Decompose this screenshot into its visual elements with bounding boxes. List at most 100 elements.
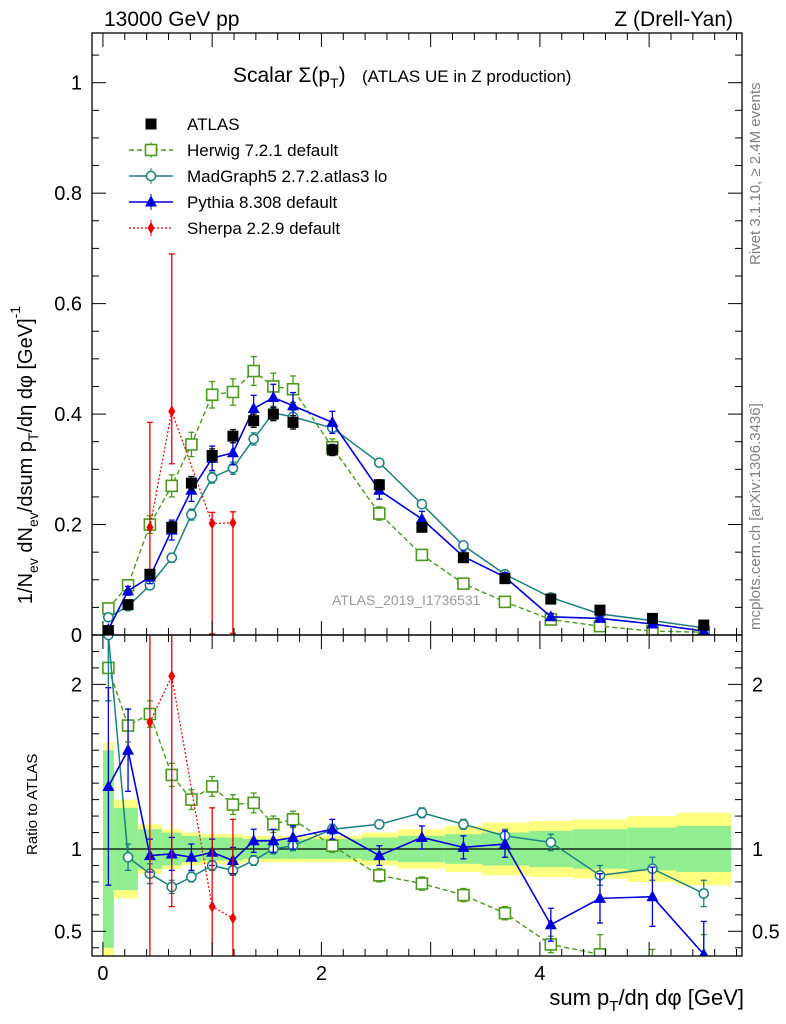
ratio-axes: 0 2 4 0.5 0.5 1 1 2 2 (54, 634, 780, 985)
data-point (146, 521, 154, 534)
data-point (646, 612, 658, 624)
ratio-point (373, 818, 385, 830)
ratio-point (286, 813, 300, 826)
ratio-point (267, 834, 280, 846)
ratio-point (247, 834, 260, 846)
legend-marker (145, 170, 157, 182)
y-tick-label-right: 1 (752, 839, 763, 861)
ratio-point (326, 839, 339, 853)
ratio-point (247, 796, 260, 810)
data-point (226, 385, 240, 399)
data-point (287, 399, 300, 411)
ratio-point (122, 743, 135, 755)
ratio-point (287, 830, 300, 842)
ratio-point (122, 851, 134, 863)
legend-label: MadGraph5 2.7.2.atlas3 lo (187, 167, 387, 186)
series-sherpa (146, 253, 237, 635)
data-point (416, 498, 428, 510)
header-right: Z (Drell-Yan) (614, 8, 733, 31)
data-point (287, 416, 299, 428)
legend-label: Herwig 7.2.1 default (187, 141, 338, 160)
legend-entry-sherpa: Sherpa 2.2.9 default (129, 219, 340, 238)
data-point (593, 611, 606, 623)
data-point (144, 568, 156, 580)
data-point (205, 388, 219, 402)
ratio-point (102, 779, 115, 791)
y-tick-label: 0.6 (54, 294, 82, 316)
y-tick-label: 0.4 (54, 404, 82, 426)
y-tick-label-right: 2 (752, 674, 763, 696)
data-point (326, 444, 338, 456)
ratio-point (698, 888, 710, 899)
legend-marker (144, 143, 158, 157)
data-point (457, 552, 469, 564)
data-point (247, 364, 260, 378)
legend-label: ATLAS (187, 115, 240, 134)
y-tick-label: 0 (71, 625, 82, 647)
ratio-point (185, 850, 198, 862)
chart-title-main: Scalar Σ(p (233, 64, 330, 87)
ratio-point (168, 670, 176, 683)
legend-entry-herwig: Herwig 7.2.1 default (129, 141, 338, 160)
data-point (698, 619, 710, 631)
data-point (267, 408, 279, 420)
data-point (267, 391, 280, 403)
ratio-point (458, 818, 469, 830)
y-axis-label-top: 1/Nev dNev/dsum pT/dη dφ [GeV]-1 (7, 306, 41, 604)
ratio-point (415, 830, 428, 842)
ratio-point (373, 869, 386, 882)
data-point (416, 521, 428, 533)
x-axis-label: sum pT/dη dφ [GeV] (549, 985, 744, 1015)
y-label-part: /dη dφ [GeV] (15, 318, 37, 432)
data-point (165, 479, 179, 493)
x-label-part: sum p (549, 985, 609, 1010)
ratio-point (186, 871, 197, 883)
ratio-point (699, 947, 709, 956)
data-point (185, 477, 197, 489)
analysis-id: ATLAS_2019_I1736531 (332, 592, 481, 608)
chart-title-sub: T (330, 75, 339, 91)
x-label-part: T (609, 998, 618, 1015)
data-point (373, 479, 385, 491)
y-axis-label-bottom: Ratio to ATLAS (24, 754, 41, 855)
ratio-series-herwig (102, 635, 707, 956)
ratio-point (646, 890, 659, 902)
header-left: 13000 GeV pp (104, 8, 239, 31)
ratio-point (544, 918, 557, 930)
data-point (415, 548, 429, 562)
data-point (457, 577, 470, 590)
x-tick-label: 4 (534, 963, 545, 985)
y-tick-label: 0.5 (54, 921, 82, 943)
data-point (168, 405, 176, 418)
y-label-part: dN (15, 527, 37, 558)
y-axis-label-top-text: 1/Nev dNev/dsum pT/dη dφ [GeV]-1 (7, 306, 41, 604)
data-point (458, 540, 469, 551)
data-point (185, 438, 198, 451)
legend: ATLAS Herwig 7.2.1 default MadGraph5 2.7.2… (129, 115, 387, 238)
main-axes: 0 0.2 0.4 0.6 0.8 1 (54, 32, 743, 649)
ratio-point (593, 891, 606, 903)
ratio-point (229, 912, 237, 925)
data-point (498, 595, 512, 609)
data-point (103, 611, 114, 623)
chart-title-close: ) (339, 64, 346, 87)
legend-marker (147, 222, 155, 234)
data-point (206, 450, 218, 462)
ratio-point (208, 900, 216, 913)
main-panel: 0 0.2 0.4 0.6 0.8 1 (54, 32, 743, 649)
data-point (122, 584, 135, 596)
data-point (206, 472, 218, 483)
data-point (166, 552, 178, 564)
ratio-point (498, 837, 511, 849)
main-plot-area (102, 253, 711, 635)
data-point (594, 604, 606, 616)
ratio-point (416, 807, 428, 819)
y-tick-label: 0.2 (54, 515, 82, 537)
data-point (229, 516, 237, 529)
ratio-point (415, 877, 429, 890)
legend-marker (145, 118, 157, 130)
data-point (248, 433, 260, 445)
data-point (499, 573, 511, 585)
ratio-point (545, 837, 557, 848)
ratio-point (226, 798, 240, 811)
